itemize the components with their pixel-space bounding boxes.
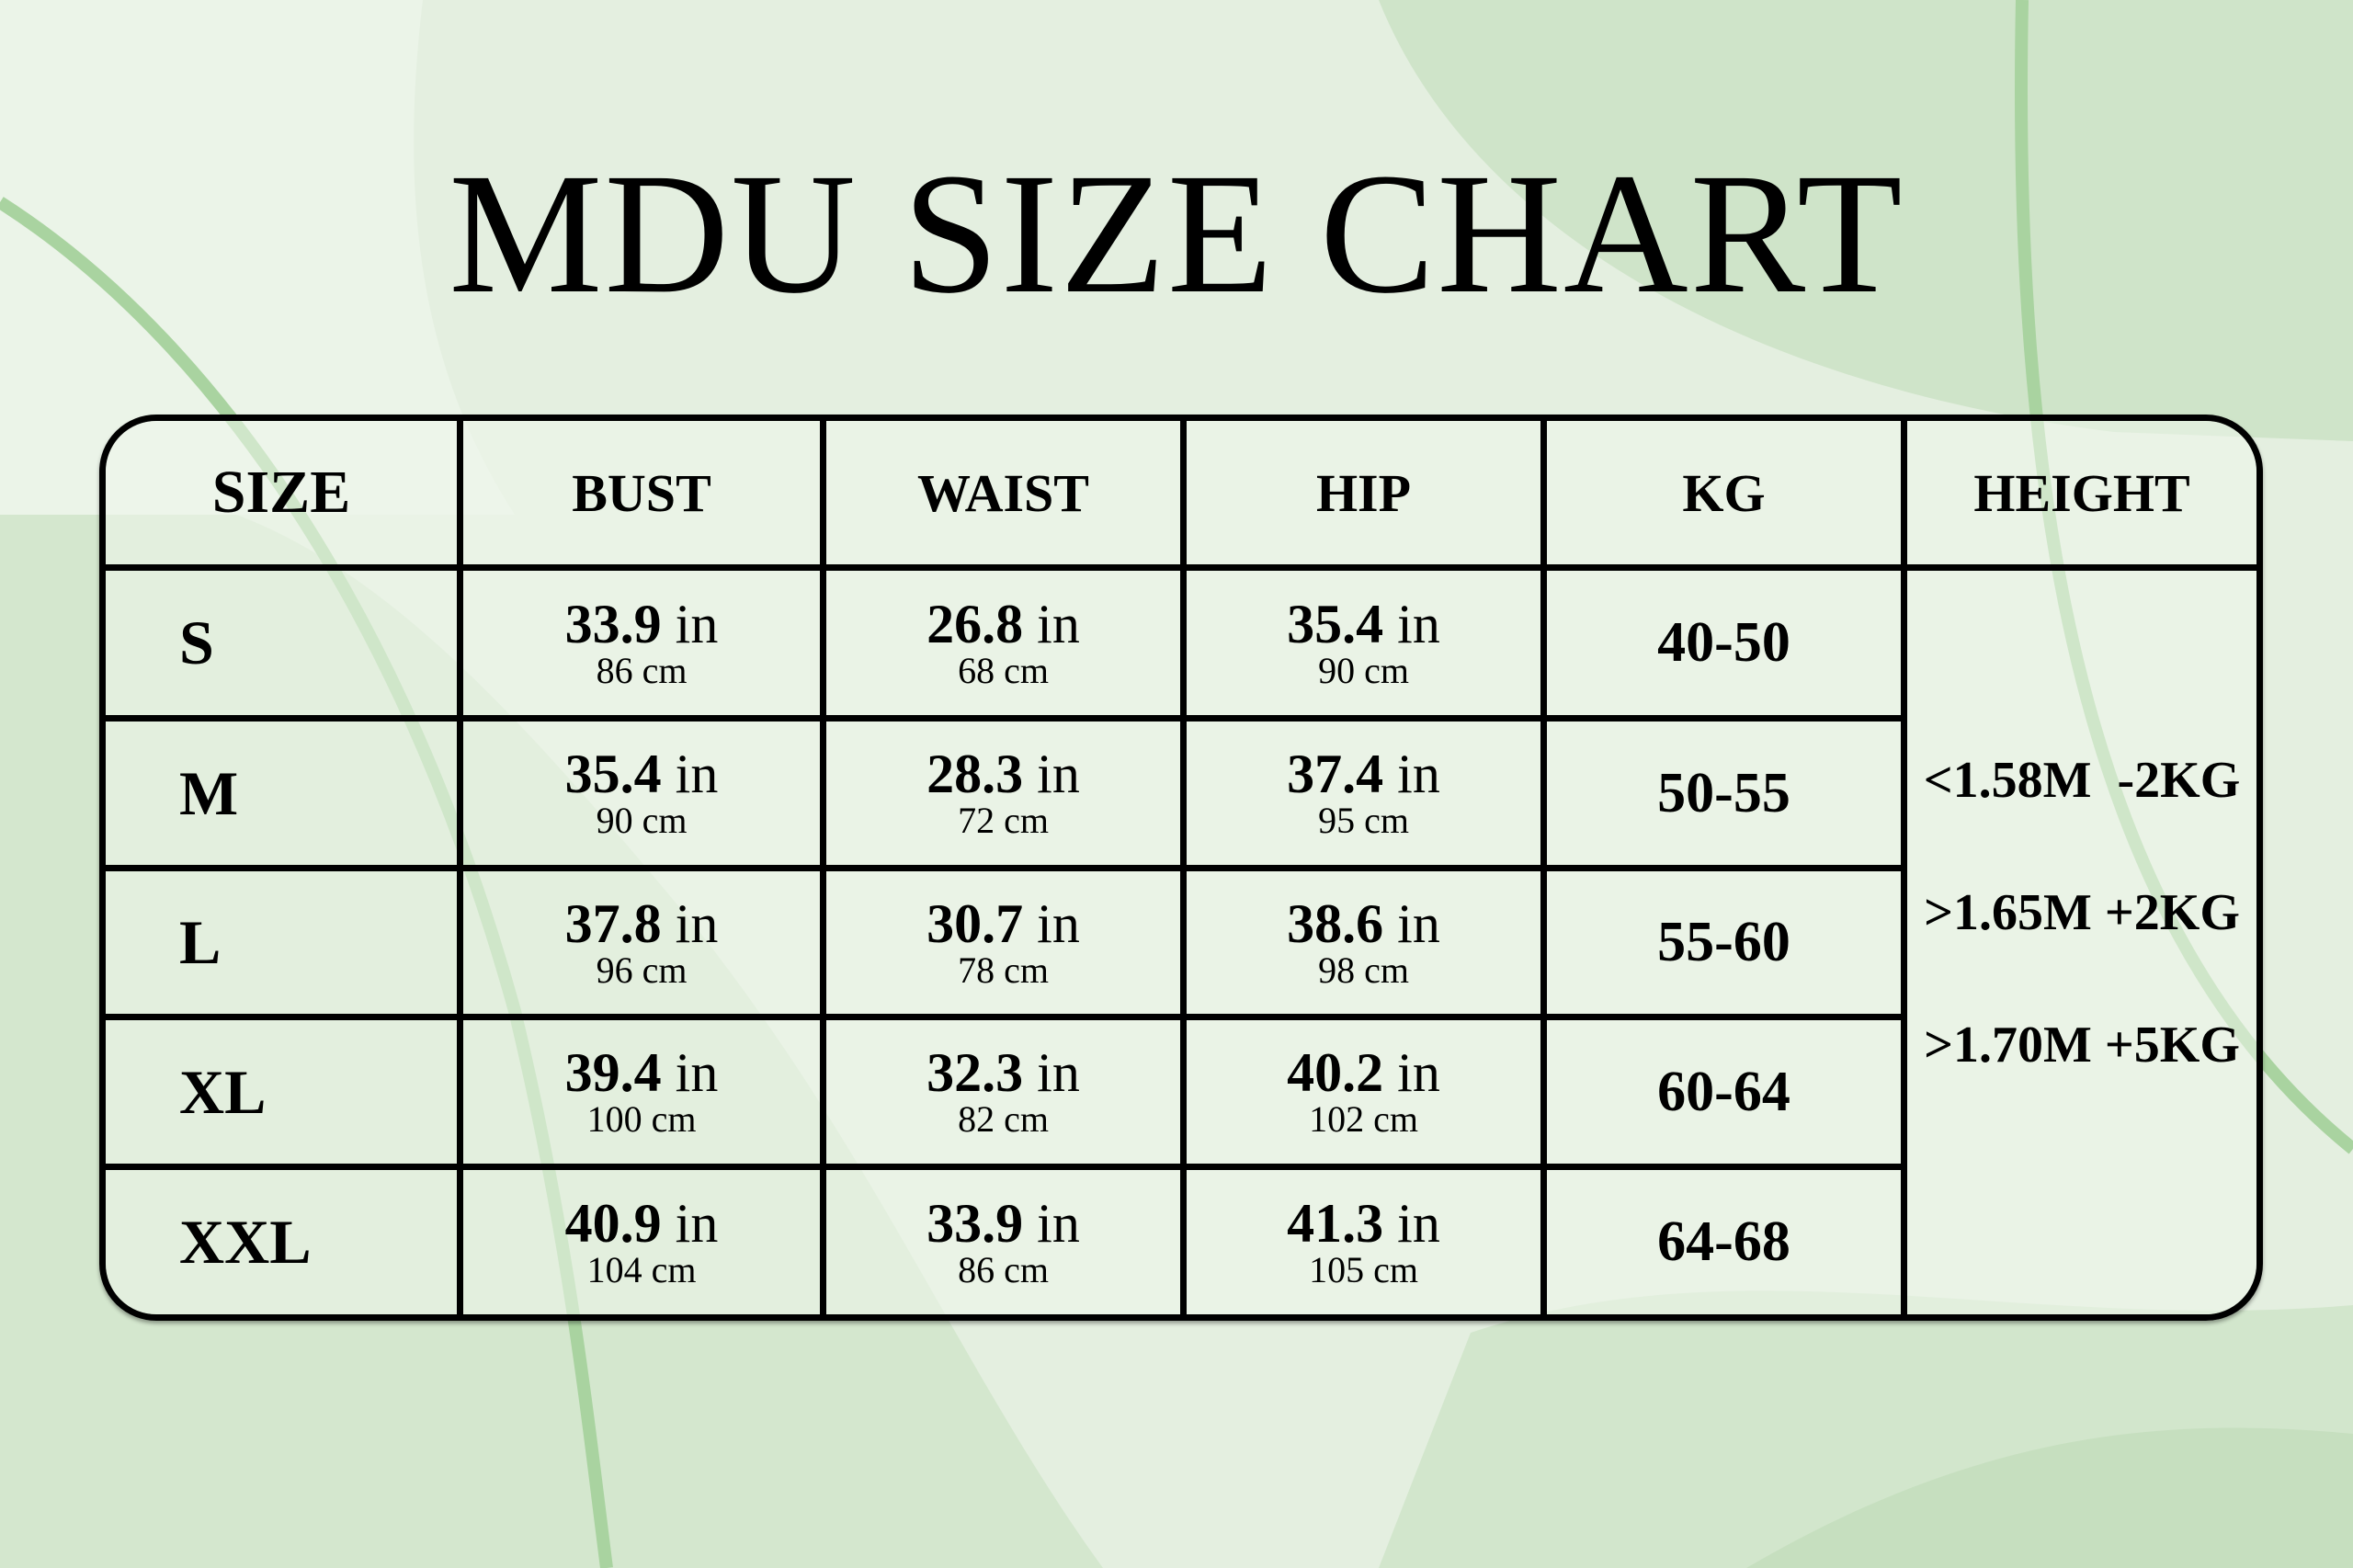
header-waist: WAIST: [826, 421, 1187, 571]
hip-cm: 90 cm: [1318, 649, 1409, 691]
bust-inches-unit: in: [675, 593, 719, 654]
waist-cell: 26.8 in 68 cm: [826, 571, 1187, 722]
hip-cm: 95 cm: [1318, 800, 1409, 841]
kg-range: 50-55: [1547, 722, 1907, 871]
hip-inches-unit: in: [1397, 1192, 1440, 1254]
bust-inches-value: 37.8: [564, 892, 662, 954]
hip-inches-value: 37.4: [1287, 744, 1384, 804]
hip-inches-unit: in: [1397, 593, 1440, 654]
header-height: HEIGHT: [1907, 421, 2256, 571]
hip-inches: 35.4 in: [1287, 597, 1440, 652]
hip-inches-unit: in: [1397, 744, 1440, 804]
waist-inches-value: 28.3: [926, 744, 1024, 804]
waist-cell: 30.7 in 78 cm: [826, 871, 1187, 1020]
header-kg: KG: [1547, 421, 1907, 571]
bust-cm: 90 cm: [596, 800, 688, 841]
hip-cm: 105 cm: [1309, 1248, 1418, 1290]
hip-inches-value: 40.2: [1287, 1042, 1384, 1103]
bust-inches-value: 33.9: [564, 593, 662, 654]
hip-inches-value: 35.4: [1287, 593, 1384, 654]
size-chart-table: SIZE BUST WAIST HIP KG HEIGHT S 33.9 in 86…: [99, 415, 2263, 1321]
bust-cell: 33.9 in 86 cm: [463, 571, 826, 722]
hip-cell: 38.6 in 98 cm: [1187, 871, 1547, 1020]
size-label: L: [106, 871, 463, 1020]
hip-inches: 40.2 in: [1287, 1045, 1440, 1100]
bust-cell: 39.4 in 100 cm: [463, 1020, 826, 1170]
size-label: M: [106, 722, 463, 871]
waist-cm: 82 cm: [958, 1098, 1049, 1140]
bust-cell: 35.4 in 90 cm: [463, 722, 826, 871]
height-notes: <1.58M -2KG >1.65M +2KG >1.70M +5KG: [1907, 571, 2256, 1314]
bust-cell: 37.8 in 96 cm: [463, 871, 826, 1020]
bust-cm: 96 cm: [596, 949, 688, 991]
bust-inches-unit: in: [675, 892, 719, 954]
kg-range: 60-64: [1547, 1020, 1907, 1170]
bust-cm: 100 cm: [586, 1098, 697, 1140]
bust-inches-value: 39.4: [564, 1042, 662, 1103]
bust-inches-unit: in: [675, 1192, 719, 1254]
waist-cm: 78 cm: [958, 949, 1049, 991]
header-hip: HIP: [1187, 421, 1547, 571]
waist-cell: 32.3 in 82 cm: [826, 1020, 1187, 1170]
bust-inches: 39.4 in: [565, 1045, 719, 1100]
waist-inches-value: 32.3: [926, 1042, 1024, 1103]
waist-inches-unit: in: [1037, 1192, 1080, 1254]
size-label: XL: [106, 1020, 463, 1170]
height-note: >1.65M +2KG: [1924, 884, 2240, 941]
bust-inches: 37.8 in: [565, 896, 719, 951]
bust-cm: 104 cm: [586, 1248, 697, 1290]
hip-inches-unit: in: [1397, 1042, 1440, 1103]
size-label: S: [106, 571, 463, 722]
waist-inches-value: 26.8: [926, 593, 1024, 654]
waist-inches-unit: in: [1037, 1042, 1080, 1103]
height-note: <1.58M -2KG: [1923, 752, 2241, 809]
size-label: XXL: [106, 1170, 463, 1314]
waist-inches: 26.8 in: [926, 597, 1080, 652]
waist-cm: 86 cm: [958, 1248, 1049, 1290]
hip-cell: 35.4 in 90 cm: [1187, 571, 1547, 722]
waist-inches-unit: in: [1037, 593, 1080, 654]
hip-inches: 41.3 in: [1287, 1196, 1440, 1251]
hip-inches: 38.6 in: [1287, 896, 1440, 951]
bust-inches-unit: in: [675, 744, 719, 804]
hip-inches-unit: in: [1397, 892, 1440, 954]
bust-inches: 40.9 in: [565, 1196, 719, 1251]
bust-inches: 35.4 in: [565, 746, 719, 801]
waist-inches: 28.3 in: [926, 746, 1080, 801]
hip-inches: 37.4 in: [1287, 746, 1440, 801]
kg-range: 64-68: [1547, 1170, 1907, 1314]
height-note: >1.70M +5KG: [1924, 1017, 2240, 1074]
hip-cell: 37.4 in 95 cm: [1187, 722, 1547, 871]
bust-cm: 86 cm: [596, 649, 688, 691]
hip-inches-value: 38.6: [1287, 892, 1384, 954]
bust-cell: 40.9 in 104 cm: [463, 1170, 826, 1314]
waist-cell: 33.9 in 86 cm: [826, 1170, 1187, 1314]
kg-range: 55-60: [1547, 871, 1907, 1020]
kg-range: 40-50: [1547, 571, 1907, 722]
waist-inches-unit: in: [1037, 744, 1080, 804]
waist-cm: 72 cm: [958, 800, 1049, 841]
header-bust: BUST: [463, 421, 826, 571]
hip-cell: 41.3 in 105 cm: [1187, 1170, 1547, 1314]
header-size: SIZE: [106, 421, 463, 571]
page-title: MDU SIZE CHART: [449, 137, 1904, 329]
hip-cm: 102 cm: [1309, 1098, 1418, 1140]
waist-cm: 68 cm: [958, 649, 1049, 691]
hip-cm: 98 cm: [1318, 949, 1409, 991]
hip-cell: 40.2 in 102 cm: [1187, 1020, 1547, 1170]
waist-cell: 28.3 in 72 cm: [826, 722, 1187, 871]
waist-inches: 32.3 in: [926, 1045, 1080, 1100]
bust-inches: 33.9 in: [565, 597, 719, 652]
waist-inches-value: 33.9: [926, 1192, 1024, 1254]
waist-inches-value: 30.7: [926, 892, 1024, 954]
bust-inches-value: 40.9: [564, 1192, 662, 1254]
hip-inches-value: 41.3: [1287, 1192, 1384, 1254]
waist-inches: 33.9 in: [926, 1196, 1080, 1251]
bust-inches-value: 35.4: [564, 744, 662, 804]
bust-inches-unit: in: [675, 1042, 719, 1103]
waist-inches-unit: in: [1037, 892, 1080, 954]
waist-inches: 30.7 in: [926, 896, 1080, 951]
